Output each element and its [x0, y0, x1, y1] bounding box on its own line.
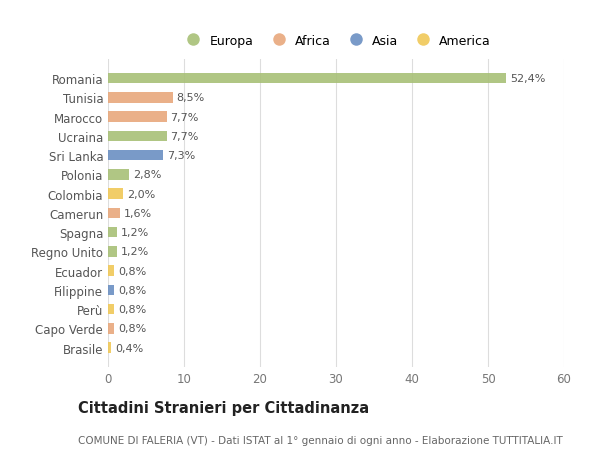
Bar: [108, 304, 114, 315]
Text: 0,4%: 0,4%: [115, 343, 143, 353]
Bar: [108, 73, 506, 84]
Text: 0,8%: 0,8%: [118, 324, 146, 334]
Text: 1,2%: 1,2%: [121, 228, 149, 238]
Bar: [108, 93, 173, 103]
Text: COMUNE DI FALERIA (VT) - Dati ISTAT al 1° gennaio di ogni anno - Elaborazione TU: COMUNE DI FALERIA (VT) - Dati ISTAT al 1…: [78, 435, 563, 445]
Bar: [108, 112, 167, 123]
Text: 1,2%: 1,2%: [121, 247, 149, 257]
Bar: [108, 131, 167, 142]
Text: 8,5%: 8,5%: [176, 93, 205, 103]
Bar: [108, 324, 114, 334]
Bar: [108, 170, 129, 180]
Text: 0,8%: 0,8%: [118, 285, 146, 295]
Text: 7,7%: 7,7%: [170, 132, 199, 141]
Text: 7,3%: 7,3%: [167, 151, 196, 161]
Legend: Europa, Africa, Asia, America: Europa, Africa, Asia, America: [178, 32, 494, 50]
Bar: [108, 266, 114, 276]
Bar: [108, 343, 111, 353]
Bar: [108, 151, 163, 161]
Text: 2,0%: 2,0%: [127, 189, 155, 199]
Text: 52,4%: 52,4%: [510, 74, 545, 84]
Text: 0,8%: 0,8%: [118, 304, 146, 314]
Bar: [108, 285, 114, 296]
Bar: [108, 189, 123, 200]
Bar: [108, 246, 117, 257]
Bar: [108, 227, 117, 238]
Text: 2,8%: 2,8%: [133, 170, 161, 180]
Text: 7,7%: 7,7%: [170, 112, 199, 123]
Text: Cittadini Stranieri per Cittadinanza: Cittadini Stranieri per Cittadinanza: [78, 400, 369, 415]
Bar: [108, 208, 120, 219]
Text: 1,6%: 1,6%: [124, 208, 152, 218]
Text: 0,8%: 0,8%: [118, 266, 146, 276]
